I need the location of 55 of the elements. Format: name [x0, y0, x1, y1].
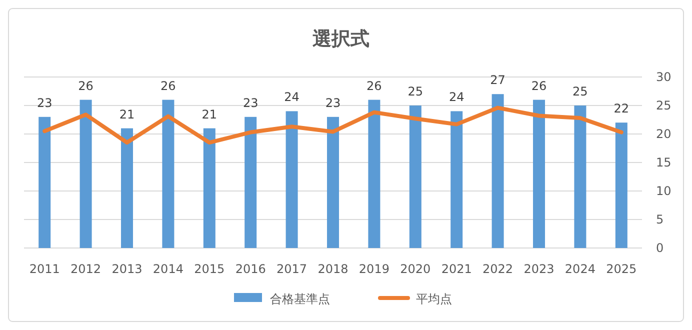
x-tick-label: 2020: [400, 262, 431, 276]
y-tick-label: 15: [656, 156, 672, 170]
data-label: 23: [242, 96, 258, 110]
data-label: 26: [160, 78, 176, 93]
bar: [121, 128, 133, 248]
x-tick-label: 2022: [482, 262, 514, 276]
y-tick-label: 10: [656, 184, 672, 198]
x-tick-label: 2015: [194, 262, 225, 276]
x-tick-label: 2014: [152, 262, 184, 276]
bar: [450, 111, 463, 248]
data-label: 21: [202, 107, 218, 122]
x-tick-label: 2017: [276, 262, 308, 276]
data-label: 26: [78, 78, 94, 93]
bar: [286, 111, 298, 248]
bar: [162, 100, 174, 248]
data-label: 23: [36, 96, 52, 110]
data-label: 23: [325, 96, 341, 110]
data-label: 21: [119, 107, 135, 122]
y-tick-label: 5: [656, 212, 664, 226]
chart-title: 選択式: [312, 28, 370, 50]
y-tick-label: 30: [656, 70, 672, 84]
bar: [533, 100, 545, 248]
x-tick-label: 2013: [112, 262, 142, 276]
bar: [244, 116, 257, 248]
data-label: 25: [408, 84, 424, 98]
data-label: 22: [614, 102, 630, 116]
x-tick-label: 2023: [524, 262, 554, 276]
x-tick-label: 2011: [29, 262, 60, 276]
bar: [492, 94, 504, 248]
data-label: 25: [572, 84, 588, 98]
x-tick-label: 2019: [358, 262, 390, 276]
bar: [574, 106, 586, 248]
x-tick-label: 2024: [564, 262, 596, 276]
bar: [409, 106, 422, 248]
y-tick-label: 0: [656, 241, 664, 255]
bar: [38, 116, 51, 248]
legend-label: 平均点: [416, 292, 452, 306]
data-label: 24: [284, 90, 300, 104]
bar: [615, 122, 628, 248]
bar: [203, 128, 216, 248]
bar: [80, 100, 92, 248]
x-tick-label: 2025: [606, 262, 637, 276]
data-label: 26: [366, 78, 382, 93]
x-tick-label: 2012: [70, 262, 102, 276]
y-tick-label: 25: [656, 98, 672, 112]
data-label: 24: [448, 90, 464, 104]
data-label: 27: [490, 73, 506, 88]
x-tick-label: 2018: [318, 262, 348, 276]
x-tick-label: 2016: [235, 262, 266, 276]
x-tick-label: 2021: [441, 262, 472, 276]
legend-label: 合格基準点: [270, 292, 330, 306]
bar: [368, 100, 380, 248]
bar: [327, 116, 339, 248]
data-label: 26: [531, 78, 547, 93]
y-tick-label: 20: [656, 127, 672, 141]
